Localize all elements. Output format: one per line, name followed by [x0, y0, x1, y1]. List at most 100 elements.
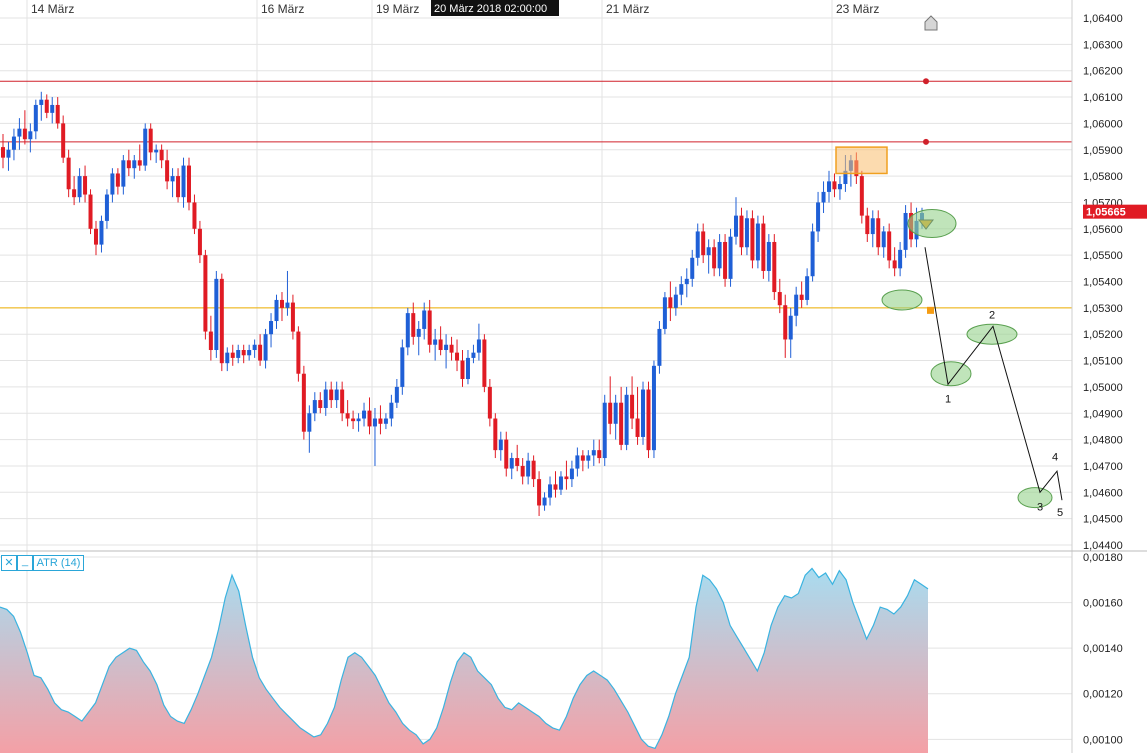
candle-down [290, 302, 295, 332]
candle-up [323, 389, 328, 408]
candle-down [165, 160, 170, 182]
candle-up [744, 218, 749, 248]
atr-y-tick-label: 0,00100 [1083, 734, 1123, 746]
x-tick-label: 14 März [31, 2, 74, 16]
candle-up [471, 352, 476, 358]
line-handle-square [927, 306, 934, 314]
candle-down [619, 402, 624, 445]
candle-up [766, 241, 771, 271]
candle-up [657, 328, 662, 366]
candle-up [706, 247, 711, 256]
wave-label: 1 [945, 394, 951, 406]
candle-down [504, 439, 509, 469]
indicator-close-button[interactable]: ✕ [1, 555, 17, 571]
candle-down [876, 218, 881, 248]
candle-down [55, 104, 60, 124]
atr-y-tick-label: 0,00160 [1083, 598, 1123, 610]
atr-y-tick-label: 0,00140 [1083, 643, 1123, 655]
candle-up [837, 184, 842, 190]
candle-down [44, 99, 49, 113]
candle-down [378, 418, 383, 424]
highlight-zone [835, 146, 888, 175]
y-tick-label: 1,05100 [1083, 356, 1123, 368]
atr-y-tick-label: 0,00120 [1083, 689, 1123, 701]
y-tick-label: 1,06200 [1083, 66, 1123, 78]
wave-label: 2 [989, 309, 995, 321]
x-tick-label: 23 März [836, 2, 879, 16]
candle-down [668, 297, 673, 308]
y-tick-label: 1,04500 [1083, 514, 1123, 526]
candle-up [11, 136, 16, 150]
candle-down [608, 402, 613, 424]
y-tick-label: 1,05400 [1083, 277, 1123, 289]
candle-up [613, 402, 618, 424]
y-tick-label: 1,04900 [1083, 408, 1123, 420]
candle-down [449, 344, 454, 353]
candle-up [548, 484, 553, 498]
candle-down [777, 292, 782, 306]
candle-up [641, 389, 646, 437]
candle-down [438, 339, 443, 351]
candle-up [181, 165, 186, 198]
candle-up [881, 231, 886, 248]
candle-up [225, 352, 230, 364]
candle-up [285, 302, 290, 308]
annotations: 1 2 3 4 5 [835, 15, 1063, 519]
candle-down [340, 389, 345, 414]
line-handle-dot [923, 138, 929, 145]
candle-up [602, 402, 607, 459]
candle-down [646, 389, 651, 451]
candle-down [783, 305, 788, 340]
candle-up [788, 315, 793, 340]
wave-label: 5 [1057, 507, 1063, 519]
candle-down [115, 173, 120, 187]
candle-down [487, 386, 492, 419]
candlestick-series [1, 91, 924, 517]
candle-up [383, 418, 388, 424]
candle-down [460, 360, 465, 379]
candle-down [192, 202, 197, 229]
candle-up [400, 347, 405, 387]
y-tick-label: 1,06300 [1083, 39, 1123, 51]
candle-down [241, 350, 246, 356]
candle-up [33, 104, 38, 132]
home-icon [924, 15, 938, 31]
candle-up [509, 458, 514, 469]
candle-down [301, 373, 306, 432]
last-price-tag [1083, 204, 1147, 219]
wave-target-ellipse [966, 323, 1018, 345]
candle-up [810, 231, 815, 277]
wave-target-ellipse [907, 209, 957, 239]
candle-down [859, 176, 864, 216]
candle-up [898, 249, 903, 269]
candle-up [444, 344, 449, 351]
candle-up [684, 278, 689, 285]
candle-up [805, 276, 810, 300]
candle-down [411, 313, 416, 337]
candle-up [372, 418, 377, 427]
candle-down [83, 176, 88, 195]
wave-target-ellipse [930, 361, 972, 387]
indicator-label-atr[interactable]: ATR (14) [33, 555, 84, 571]
candle-down [493, 418, 498, 451]
candle-up [110, 173, 115, 195]
candle-up [526, 460, 531, 477]
candle-down [635, 418, 640, 437]
candle-up [99, 220, 104, 245]
candle-up [39, 99, 44, 105]
candle-down [515, 458, 520, 466]
last-price-label: 1,05665 [1086, 207, 1126, 219]
indicator-minimize-button[interactable]: _ [17, 555, 33, 571]
candle-down [88, 194, 93, 229]
line-handle-dot [923, 78, 929, 85]
wave-label: 4 [1052, 452, 1058, 464]
candle-up [121, 160, 126, 187]
y-tick-label: 1,04400 [1083, 540, 1123, 552]
candle-down [208, 331, 213, 351]
y-tick-label: 1,05600 [1083, 224, 1123, 236]
y-tick-label: 1,04700 [1083, 461, 1123, 473]
candle-up [717, 241, 722, 269]
candle-up [903, 212, 908, 250]
wave-path [924, 247, 1063, 501]
